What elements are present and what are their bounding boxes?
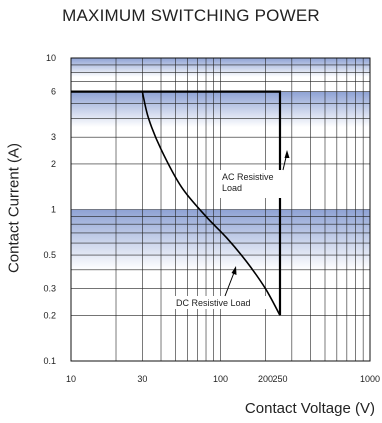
y-tick-label: 0.5 [43,250,56,260]
y-axis-label: Contact Current (A) [5,142,23,274]
x-tick-label: 250 [272,374,287,384]
y-tick-label: 0.3 [43,284,56,294]
x-tick-label: 10 [66,374,76,384]
y-tick-labels: 0.1 0.2 0.3 0.5 1 2 3 6 10 [43,53,56,366]
chart-title: MAXIMUM SWITCHING POWER [62,6,320,25]
y-tick-label: 6 [51,87,56,97]
ac-label-background [219,170,287,198]
plot-frame [70,57,371,362]
x-tick-labels: 10 30 100 200 250 1000 [66,374,380,384]
ac-resistive-load-label: AC Resistive [222,172,274,182]
x-tick-label: 30 [137,374,147,384]
ac-resistive-load-line [71,90,282,316]
y-tick-label: 0.1 [43,356,56,366]
dc-arrow-line [224,269,236,297]
y-tick-label: 0.2 [43,310,56,320]
dc-label-background [174,296,266,309]
grid-group [70,58,370,362]
dc-resistive-load-curve [141,91,281,316]
x-tick-label: 1000 [360,374,380,384]
y-tick-label: 3 [51,132,56,142]
x-tick-label: 100 [213,374,228,384]
ac-resistive-load-label: Load [222,183,242,193]
x-axis-label: Contact Voltage (V) [244,400,375,417]
dc-arrow-head [231,266,237,275]
y-tick-label: 2 [51,159,56,169]
y-tick-label: 10 [46,53,56,63]
ac-arrow-head [284,150,290,158]
dc-resistive-load-label: DC Resistive Load [176,298,251,308]
y-tick-label: 1 [51,205,56,215]
series-group [71,90,282,316]
x-tick-label: 200 [258,374,273,384]
